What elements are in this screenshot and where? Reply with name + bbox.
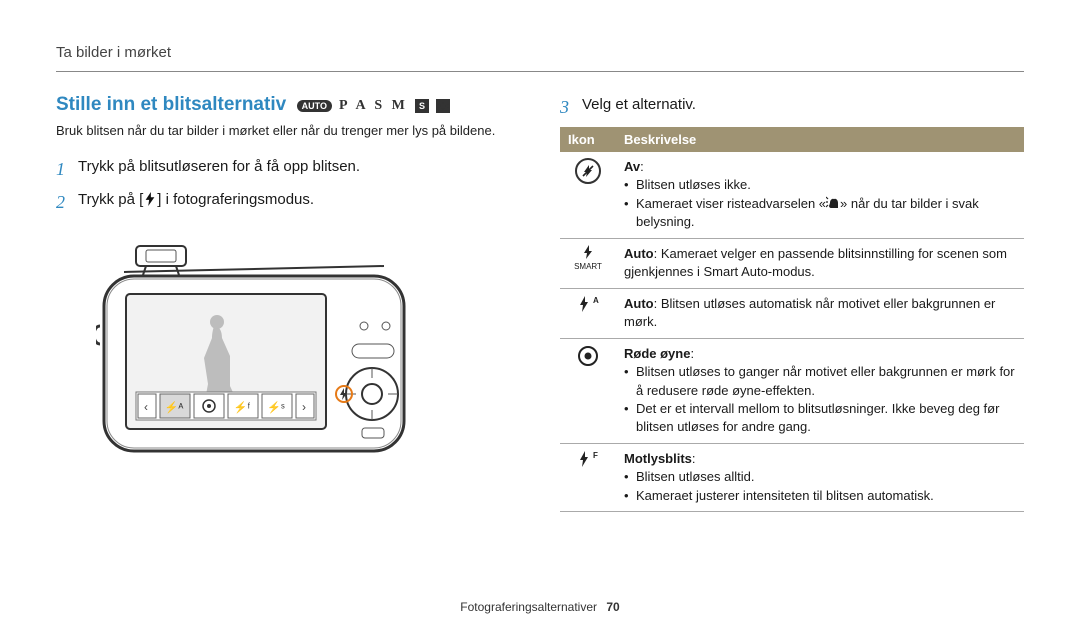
step-3-text: Velg et alternativ. bbox=[582, 94, 696, 121]
step-2: 2 Trykk på [ ] i fotograferingsmodus. bbox=[56, 189, 536, 216]
row-fill-b1: Blitsen utløses alltid. bbox=[624, 468, 1016, 486]
svg-text:A: A bbox=[593, 296, 599, 305]
row-fill-b2: Kameraet justerer intensiteten til blits… bbox=[624, 487, 1016, 505]
step-2-text-b: ] i fotograferingsmodus. bbox=[157, 191, 314, 208]
left-column: Stille inn et blitsalternativ AUTO P A S… bbox=[56, 94, 536, 512]
svg-text:S: S bbox=[419, 101, 425, 111]
row-off-b2: Kameraet viser risteadvarselen «» når du… bbox=[624, 195, 1016, 232]
step-2-text: Trykk på [ ] i fotograferingsmodus. bbox=[78, 189, 314, 216]
mode-icon-strip: AUTO P A S M S bbox=[297, 98, 450, 114]
camera-illustration: ‹ › ⚡ᴬ ⚡ᶠ ⚡ˢ bbox=[96, 226, 426, 466]
row-auto-text: : Blitsen utløses automatisk når motivet… bbox=[624, 296, 995, 329]
row-redeye-b2: Det er et intervall mellom to blitsutløs… bbox=[624, 400, 1016, 437]
row-smart-text: : Kameraet velger en passende blitsinnst… bbox=[624, 246, 1007, 279]
step-2-text-a: Trykk på [ bbox=[78, 191, 143, 208]
svg-text:⚡ᴬ: ⚡ᴬ bbox=[165, 401, 184, 414]
svg-text:F: F bbox=[593, 451, 598, 460]
mode-flower-icon bbox=[436, 99, 450, 113]
row-smart-label: Auto bbox=[624, 246, 654, 261]
row-redeye-title: Røde øyne bbox=[624, 346, 690, 361]
table-row: Av: Blitsen utløses ikke. Kameraet viser… bbox=[560, 152, 1024, 238]
breadcrumb: Ta bilder i mørket bbox=[56, 44, 1024, 61]
table-row: Røde øyne: Blitsen utløses to ganger når… bbox=[560, 338, 1024, 443]
step-3-num: 3 bbox=[560, 94, 574, 121]
col-desc-header: Beskrivelse bbox=[616, 127, 1024, 152]
step-3: 3 Velg et alternativ. bbox=[560, 94, 1024, 121]
flash-smart-icon: SMART bbox=[574, 245, 602, 271]
row-off-title: Av bbox=[624, 159, 640, 174]
section-intro: Bruk blitsen når du tar bilder i mørket … bbox=[56, 122, 536, 140]
svg-text:‹: ‹ bbox=[144, 400, 148, 414]
table-row: A Auto: Blitsen utløses automatisk når m… bbox=[560, 288, 1024, 338]
flash-redeye-icon bbox=[577, 355, 599, 370]
svg-text:›: › bbox=[302, 400, 306, 414]
header-rule bbox=[56, 71, 1024, 72]
table-row: F Motlysblits: Blitsen utløses alltid. K… bbox=[560, 443, 1024, 511]
step-1-text: Trykk på blitsutløseren for å få opp bli… bbox=[78, 156, 360, 183]
flash-icon bbox=[143, 192, 157, 206]
flash-fill-icon: F bbox=[577, 456, 599, 471]
table-row: SMART Auto: Kameraet velger en passende … bbox=[560, 238, 1024, 288]
mode-auto-badge: AUTO bbox=[297, 100, 332, 112]
step-1: 1 Trykk på blitsutløseren for å få opp b… bbox=[56, 156, 536, 183]
right-column: 3 Velg et alternativ. Ikon Beskrivelse bbox=[560, 94, 1024, 512]
row-auto-label: Auto bbox=[624, 296, 654, 311]
mode-letters: P A S M bbox=[339, 98, 408, 114]
shake-hand-icon bbox=[826, 196, 840, 210]
footer-page-number: 70 bbox=[606, 600, 619, 614]
svg-text:⚡ᶠ: ⚡ᶠ bbox=[234, 401, 251, 414]
options-table: Ikon Beskrivelse Av: Blitsen utløses bbox=[560, 127, 1024, 512]
step-1-num: 1 bbox=[56, 156, 70, 183]
flash-auto-icon: A bbox=[577, 301, 599, 316]
row-fill-title: Motlysblits bbox=[624, 451, 692, 466]
step-2-num: 2 bbox=[56, 189, 70, 216]
section-title: Stille inn et blitsalternativ bbox=[56, 94, 286, 115]
svg-text:⚡ˢ: ⚡ˢ bbox=[267, 401, 285, 414]
flash-off-icon bbox=[575, 158, 601, 184]
col-icon-header: Ikon bbox=[560, 127, 616, 152]
footer-section: Fotograferingsalternativer bbox=[460, 600, 597, 614]
row-redeye-b1: Blitsen utløses to ganger når motivet el… bbox=[624, 363, 1016, 400]
row-off-b1: Blitsen utløses ikke. bbox=[624, 176, 1016, 194]
page-footer: Fotograferingsalternativer 70 bbox=[0, 600, 1080, 614]
mode-shield-icon: S bbox=[415, 99, 429, 113]
